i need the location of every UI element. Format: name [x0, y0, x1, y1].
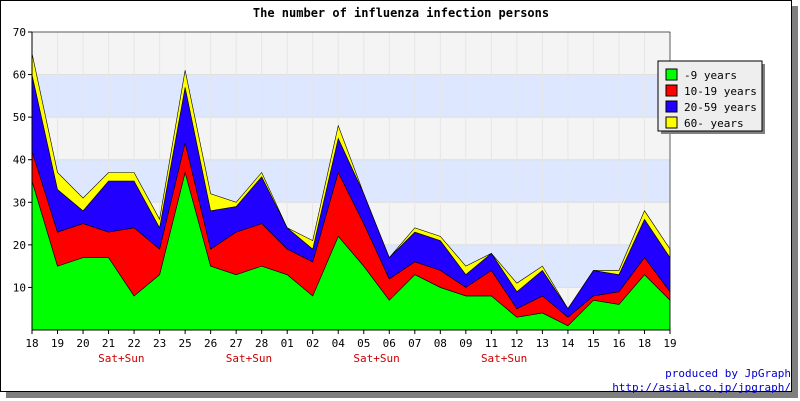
- x-tick-label: 19: [51, 337, 64, 350]
- legend: -9 years 10-19 years 20-59 years 60- years: [657, 60, 765, 134]
- x-tick-label: 20: [76, 337, 89, 350]
- y-tick-label: 40: [13, 154, 26, 167]
- legend-label: 20-59 years: [684, 101, 757, 114]
- y-tick-label: 10: [13, 281, 26, 294]
- x-tick-label: 23: [153, 337, 166, 350]
- y-tick-label: 70: [13, 26, 26, 39]
- x-tick-label: 09: [459, 337, 472, 350]
- x-tick-label: 19: [663, 337, 676, 350]
- legend-swatch: [665, 116, 678, 129]
- x-tick-label: 15: [587, 337, 600, 350]
- y-tick-label: 50: [13, 111, 26, 124]
- legend-label: 10-19 years: [684, 85, 757, 98]
- x-tick-label: 25: [178, 337, 191, 350]
- y-tick-label: 30: [13, 196, 26, 209]
- legend-label: -9 years: [684, 69, 737, 82]
- x-tick-label: 08: [434, 337, 447, 350]
- x-tick-label: 01: [281, 337, 294, 350]
- band: [32, 74, 670, 118]
- credit-url: http://asial.co.jp/jpgraph/: [612, 381, 791, 394]
- legend-swatch: [665, 68, 678, 81]
- weekend-label: Sat+Sun: [226, 352, 272, 365]
- x-tick-label: 18: [638, 337, 651, 350]
- x-tick-label: 21: [102, 337, 115, 350]
- weekend-label: Sat+Sun: [98, 352, 144, 365]
- x-tick-label: 06: [383, 337, 396, 350]
- x-tick-label: 13: [536, 337, 549, 350]
- legend-swatch: [665, 84, 678, 97]
- x-tick-label: 12: [510, 337, 523, 350]
- legend-swatch: [665, 100, 678, 113]
- x-tick-label: 16: [612, 337, 625, 350]
- y-tick-label: 20: [13, 239, 26, 252]
- x-tick-label: 04: [332, 337, 346, 350]
- weekend-label: Sat+Sun: [353, 352, 399, 365]
- x-tick-label: 18: [25, 337, 38, 350]
- credit-text: produced by JpGraph: [665, 367, 791, 380]
- chart-title: The number of influenza infection person…: [253, 6, 549, 20]
- axes: 10 20 30 40 50 60 70 18 19 20 21 22 23 25 26 27 28 01 02 04…: [13, 26, 677, 365]
- x-tick-label: 02: [306, 337, 319, 350]
- x-tick-label: 11: [485, 337, 498, 350]
- x-tick-label: 07: [408, 337, 421, 350]
- x-tick-label: 27: [230, 337, 243, 350]
- x-tick-label: 28: [255, 337, 268, 350]
- chart-frame: The number of influenza infection person…: [0, 0, 792, 394]
- x-tick-label: 14: [561, 337, 575, 350]
- x-tick-label: 22: [127, 337, 140, 350]
- band: [32, 32, 670, 75]
- y-tick-label: 60: [13, 69, 26, 82]
- x-tick-label: 26: [204, 337, 217, 350]
- legend-label: 60- years: [684, 117, 744, 130]
- weekend-label: Sat+Sun: [481, 352, 527, 365]
- band: [32, 117, 670, 160]
- x-tick-label: 05: [357, 337, 370, 350]
- plot-border: [31, 31, 671, 331]
